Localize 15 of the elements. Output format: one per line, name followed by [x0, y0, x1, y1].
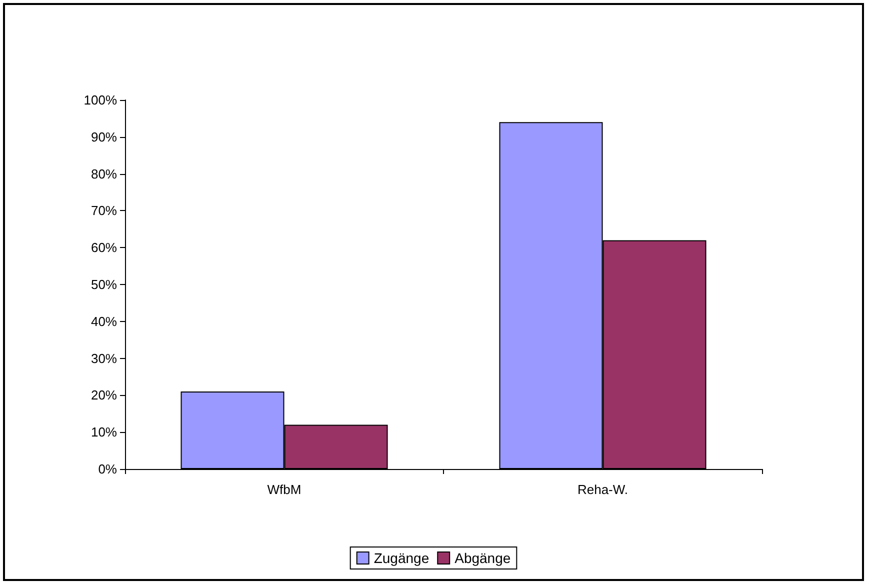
legend-label: Abgänge — [454, 550, 511, 566]
y-tick-label: 80% — [90, 166, 118, 182]
y-tick-label: 10% — [90, 424, 118, 440]
y-tick-label: 60% — [90, 240, 118, 256]
legend-label: Zugänge — [374, 550, 430, 566]
y-tick-label: 100% — [84, 92, 118, 108]
y-tick-label: 70% — [90, 203, 118, 218]
y-tick-label: 50% — [90, 277, 118, 292]
y-tick-label: 90% — [90, 129, 118, 144]
y-tick-label: 0% — [98, 462, 118, 476]
y-tick-label: 30% — [90, 350, 118, 366]
x-tick-label: Reha-W. — [577, 482, 628, 497]
x-tick-label: WfbM — [267, 482, 302, 497]
y-tick-label: 20% — [90, 388, 118, 403]
y-tick-label: 40% — [90, 314, 118, 329]
